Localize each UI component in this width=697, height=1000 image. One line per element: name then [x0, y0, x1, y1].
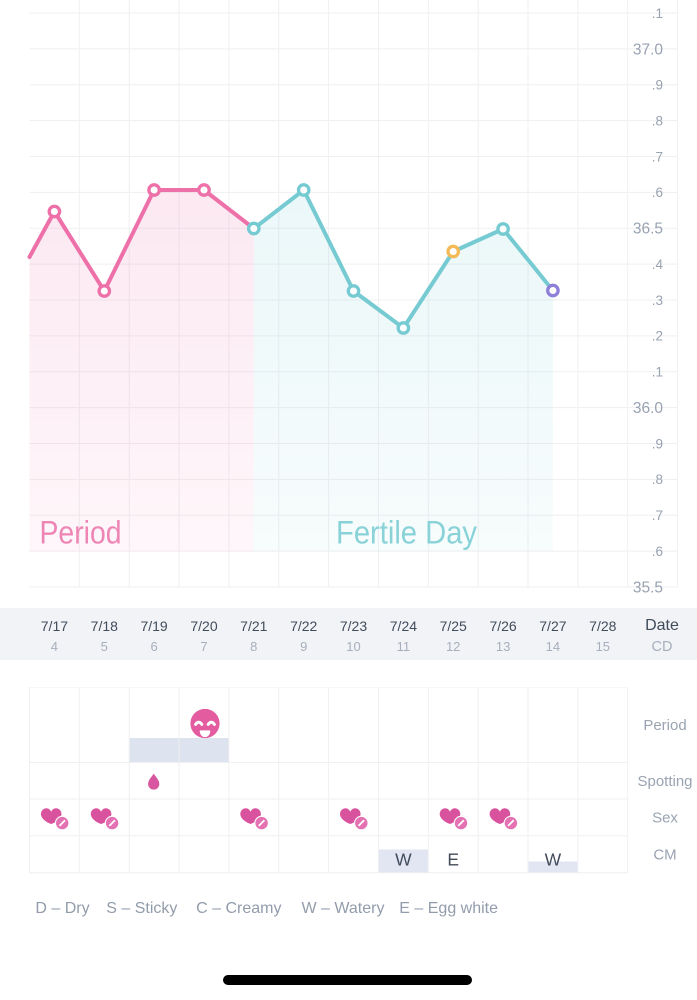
svg-text:35.5: 35.5: [633, 579, 663, 596]
svg-text:.3: .3: [652, 293, 663, 308]
svg-text:.1: .1: [652, 6, 663, 21]
svg-text:36.0: 36.0: [633, 400, 664, 417]
svg-text:W: W: [395, 849, 412, 869]
svg-text:.1: .1: [652, 365, 663, 380]
svg-text:.6: .6: [652, 185, 663, 200]
svg-text:E: E: [447, 849, 459, 869]
svg-text:36.5: 36.5: [633, 221, 663, 238]
svg-text:Sex: Sex: [652, 809, 678, 826]
svg-text:Period: Period: [40, 515, 122, 551]
svg-text:CM: CM: [653, 846, 676, 863]
svg-text:.4: .4: [652, 257, 664, 272]
svg-text:Fertile Day: Fertile Day: [336, 515, 477, 551]
svg-text:Period: Period: [643, 717, 686, 734]
svg-text:.9: .9: [652, 78, 663, 93]
svg-text:Spotting: Spotting: [637, 773, 692, 790]
svg-text:37.0: 37.0: [633, 41, 664, 58]
svg-text:.6: .6: [652, 544, 663, 559]
svg-text:.7: .7: [652, 149, 663, 164]
svg-text:.2: .2: [652, 329, 663, 344]
svg-text:.7: .7: [652, 508, 663, 523]
svg-text:.8: .8: [652, 113, 663, 128]
svg-text:.9: .9: [652, 436, 663, 451]
svg-text:.8: .8: [652, 472, 663, 487]
svg-text:W: W: [545, 849, 562, 869]
